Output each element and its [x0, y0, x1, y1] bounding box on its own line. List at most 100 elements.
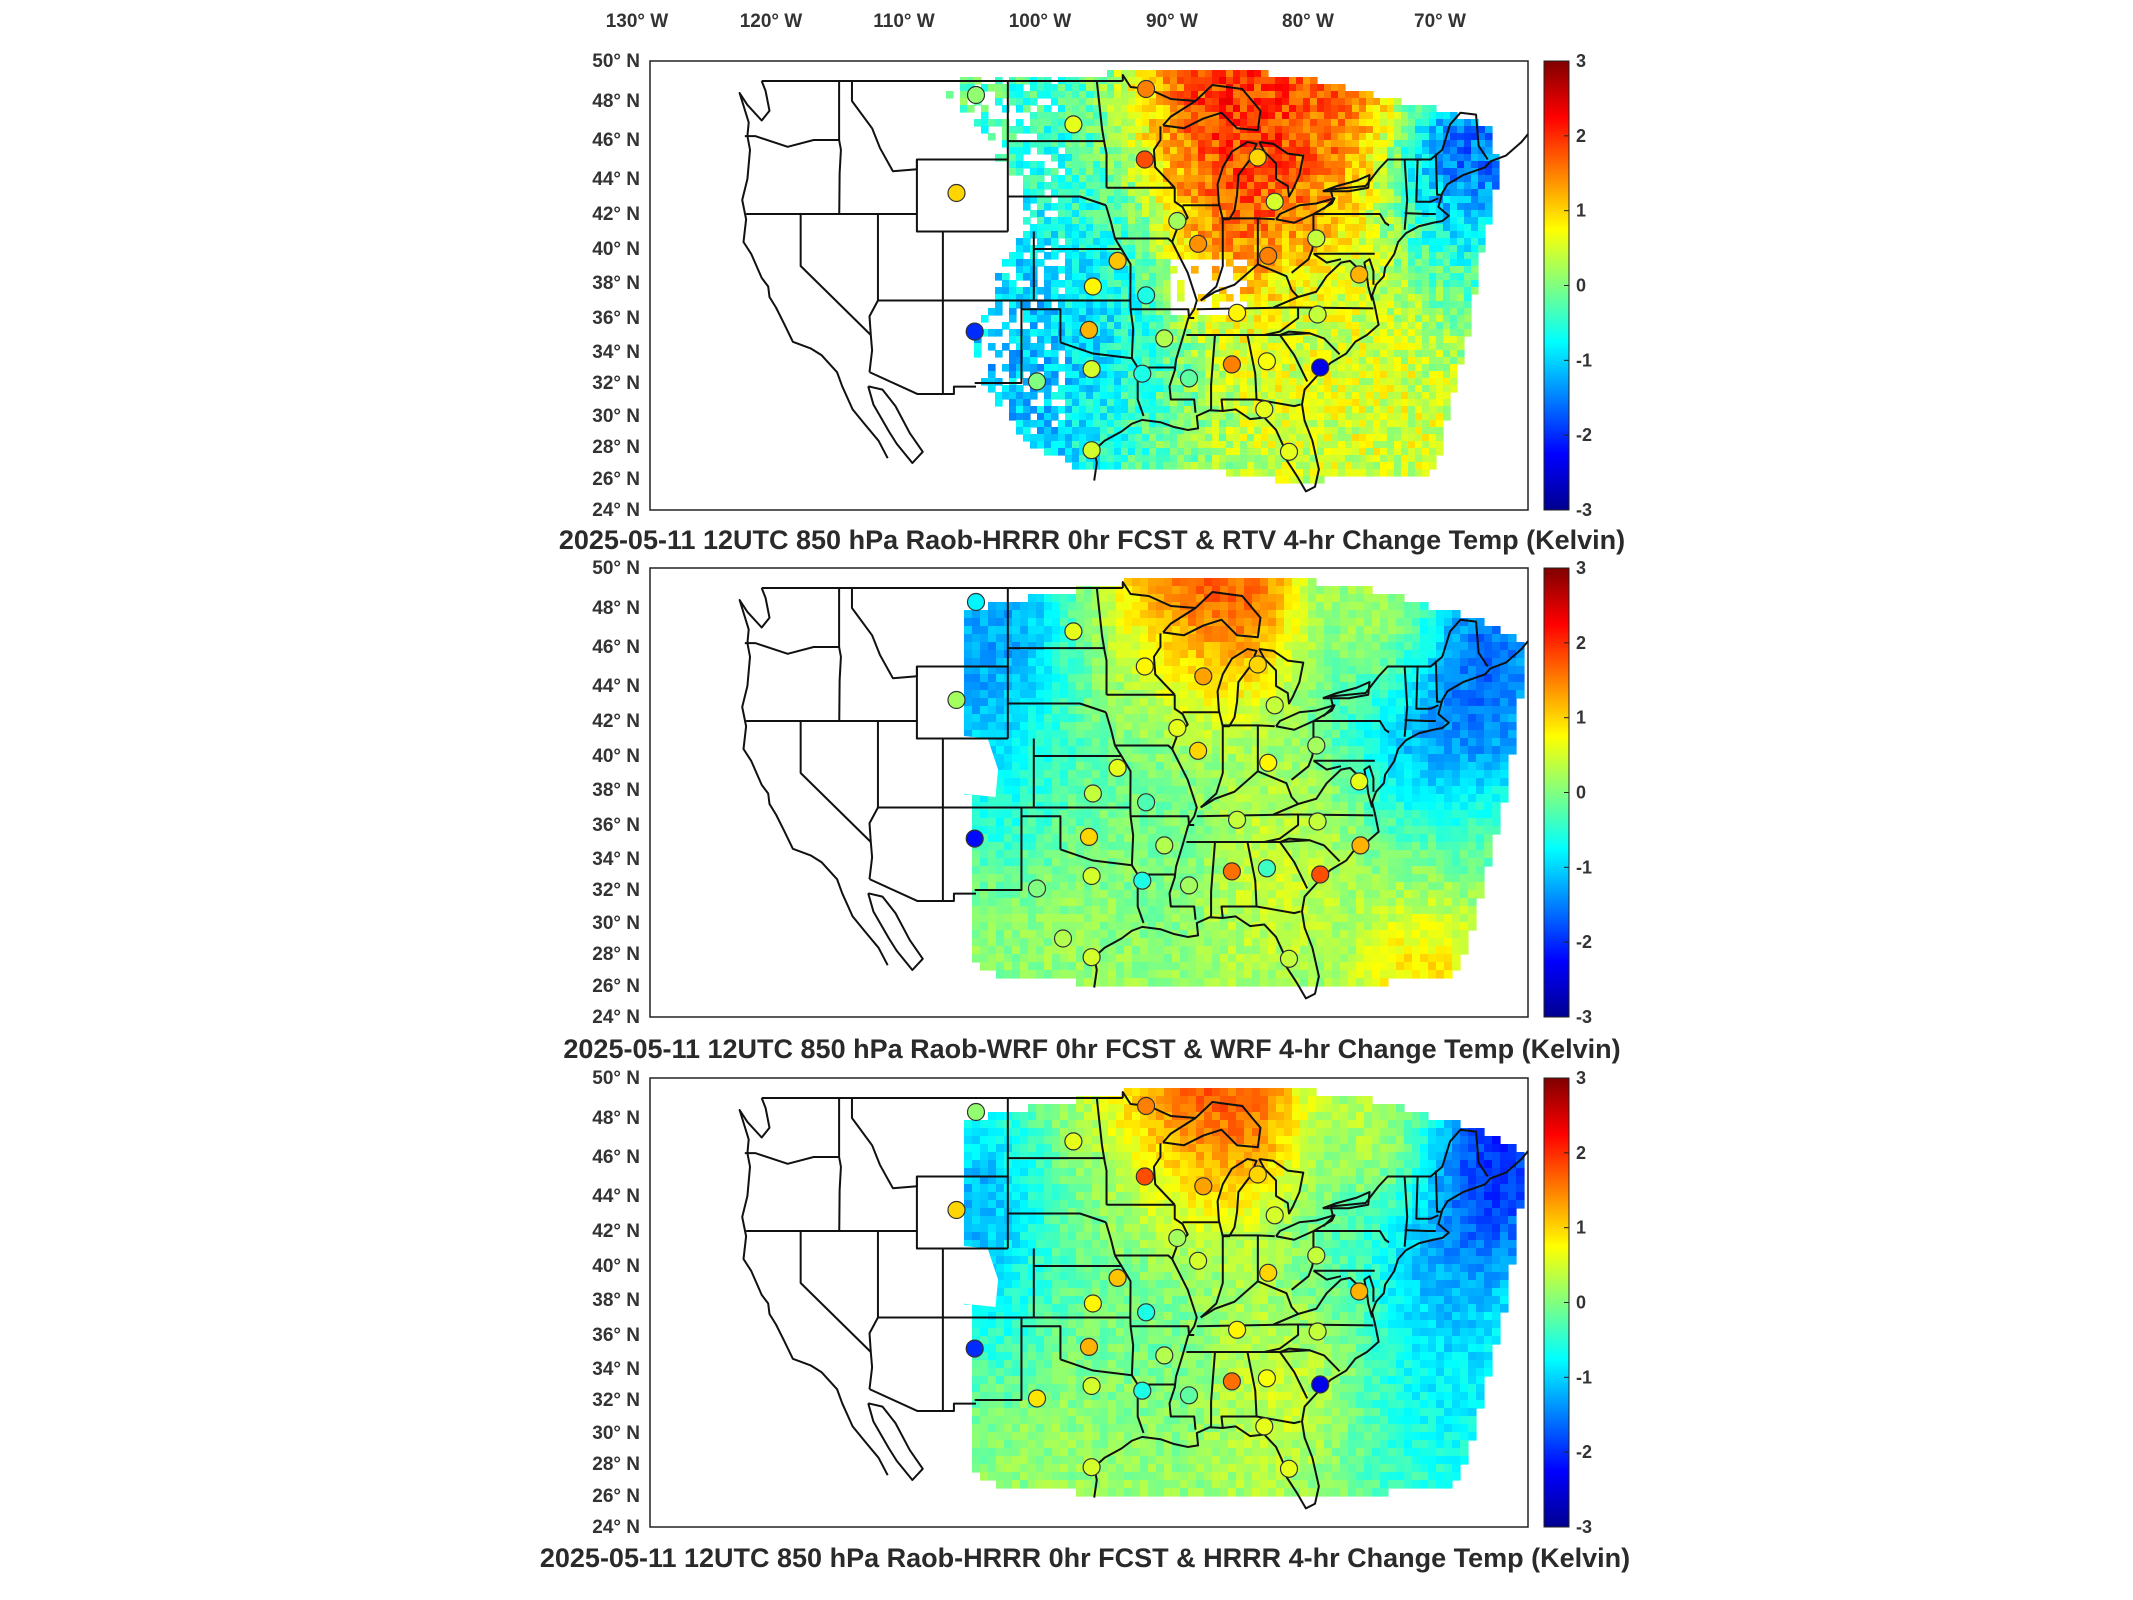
raob-station-marker — [1108, 758, 1127, 778]
raob-station-marker — [1307, 229, 1326, 248]
latitude-label: 44° N — [592, 1186, 640, 1207]
raob-station-marker — [1064, 622, 1083, 641]
state-border — [1186, 332, 1310, 336]
raob-station-marker — [966, 1102, 986, 1122]
state-border — [1273, 766, 1360, 816]
state-border — [1434, 153, 1441, 196]
coastline — [867, 1402, 924, 1481]
state-border — [744, 642, 840, 655]
raob-station-marker — [1279, 1459, 1299, 1478]
latitude-label: 26° N — [592, 469, 640, 490]
raob-station-marker — [1082, 441, 1101, 460]
raob-station-marker — [965, 1339, 984, 1358]
state-border — [838, 1098, 842, 1232]
latitude-label: 28° N — [592, 944, 640, 965]
colorbar-tick-label: -3 — [1576, 1517, 1592, 1537]
raob-station-marker — [1350, 265, 1369, 284]
state-border — [1434, 660, 1441, 703]
state-border — [744, 1152, 840, 1165]
latitude-label: 32° N — [592, 1390, 640, 1411]
state-border — [1168, 1334, 1197, 1430]
colorbar-tick-label: 2 — [1576, 633, 1586, 653]
raob-station-marker — [1257, 1369, 1277, 1388]
coastline — [1322, 1191, 1371, 1210]
coastline — [867, 385, 924, 464]
state-border — [1186, 1349, 1310, 1353]
coastline — [738, 587, 889, 966]
coastline — [1363, 1275, 1375, 1318]
raob-station-marker — [1136, 793, 1156, 812]
raob-station-marker — [947, 183, 966, 203]
latitude-label: 32° N — [592, 880, 640, 901]
latitude-label: 28° N — [592, 437, 640, 458]
state-border — [1121, 581, 1196, 609]
state-border — [1021, 815, 1062, 850]
state-border — [1273, 1276, 1360, 1326]
raob-station-marker — [1168, 718, 1187, 738]
coastline — [1275, 197, 1336, 224]
state-border — [1060, 848, 1145, 924]
raob-station-marker — [1308, 305, 1327, 324]
raob-station-marker — [947, 1200, 966, 1220]
raob-station-marker — [1053, 929, 1073, 948]
latitude-label: 38° N — [592, 780, 640, 801]
colorbar-tick-label: 2 — [1576, 1143, 1586, 1163]
colorbar-tick-label: -2 — [1576, 425, 1592, 445]
latitude-label: 34° N — [592, 849, 640, 870]
state-border — [1130, 1325, 1195, 1336]
state-border — [1114, 1254, 1132, 1318]
latitude-labels: 50° N 48° N 46° N 44° N 42° N 40° N 38° N 36° N… — [592, 1068, 640, 1538]
coastline — [1162, 1101, 1262, 1149]
raob-station-marker — [1155, 836, 1174, 855]
state-border — [1095, 587, 1108, 695]
state-border — [1129, 300, 1135, 359]
raob-station-marker — [1135, 150, 1154, 169]
state-border — [1415, 159, 1439, 203]
state-border — [1434, 1170, 1441, 1213]
missing-data-patch — [953, 735, 999, 797]
raob-station-marker — [1082, 1458, 1101, 1477]
state-border — [868, 300, 879, 373]
state-border — [1404, 719, 1436, 722]
colorbar-tick-label: -2 — [1576, 932, 1592, 952]
panel-title: 2025-05-11 12UTC 850 hPa Raob-HRRR 0hr F… — [559, 525, 1625, 555]
state-border — [1114, 1254, 1198, 1336]
raob-station-marker — [1027, 372, 1047, 391]
panel-hrrr: 50° N 48° N 46° N 44° N 42° N 40° N 38° N 36° N… — [540, 1068, 1630, 1573]
colorbar-tick-label: 0 — [1576, 1293, 1586, 1313]
colorbar-tick-label: 1 — [1576, 1218, 1586, 1238]
raob-station-marker — [966, 85, 986, 105]
raob-station-marker — [1279, 442, 1299, 461]
state-border — [1279, 837, 1341, 863]
state-border — [1186, 839, 1310, 843]
state-border — [1200, 263, 1300, 309]
raob-station-marker — [1083, 277, 1103, 296]
state-border — [1095, 80, 1108, 188]
latitude-label: 26° N — [592, 1486, 640, 1507]
raob-station-marker — [1265, 1206, 1284, 1225]
state-boundaries — [738, 74, 1528, 493]
coastline — [867, 892, 924, 971]
raob-station-marker — [1136, 79, 1156, 99]
state-border — [1114, 744, 1198, 826]
colorbar-tick-label: -1 — [1576, 350, 1592, 370]
raob-station-marker — [1257, 352, 1277, 371]
state-border — [869, 878, 977, 903]
colorbar-tick-label: -3 — [1576, 1007, 1592, 1027]
state-border — [868, 1317, 879, 1390]
colorbar-tick-label: -2 — [1576, 1442, 1592, 1462]
coastline — [1322, 174, 1371, 193]
latitude-label: 24° N — [592, 500, 640, 521]
latitude-label: 44° N — [592, 676, 640, 697]
colorbar-tick-label: -1 — [1576, 1367, 1592, 1387]
longitude-label: 70° W — [1414, 11, 1466, 32]
state-border — [1264, 307, 1300, 336]
state-border — [1104, 1221, 1116, 1256]
state-border — [868, 807, 879, 880]
raob-station-marker — [1027, 879, 1047, 898]
raob-station-marker — [1064, 1132, 1083, 1151]
coastline — [1216, 1157, 1258, 1238]
latitude-label: 36° N — [592, 815, 640, 836]
raob-station-marker — [1136, 286, 1156, 305]
latitude-label: 30° N — [592, 1423, 640, 1444]
